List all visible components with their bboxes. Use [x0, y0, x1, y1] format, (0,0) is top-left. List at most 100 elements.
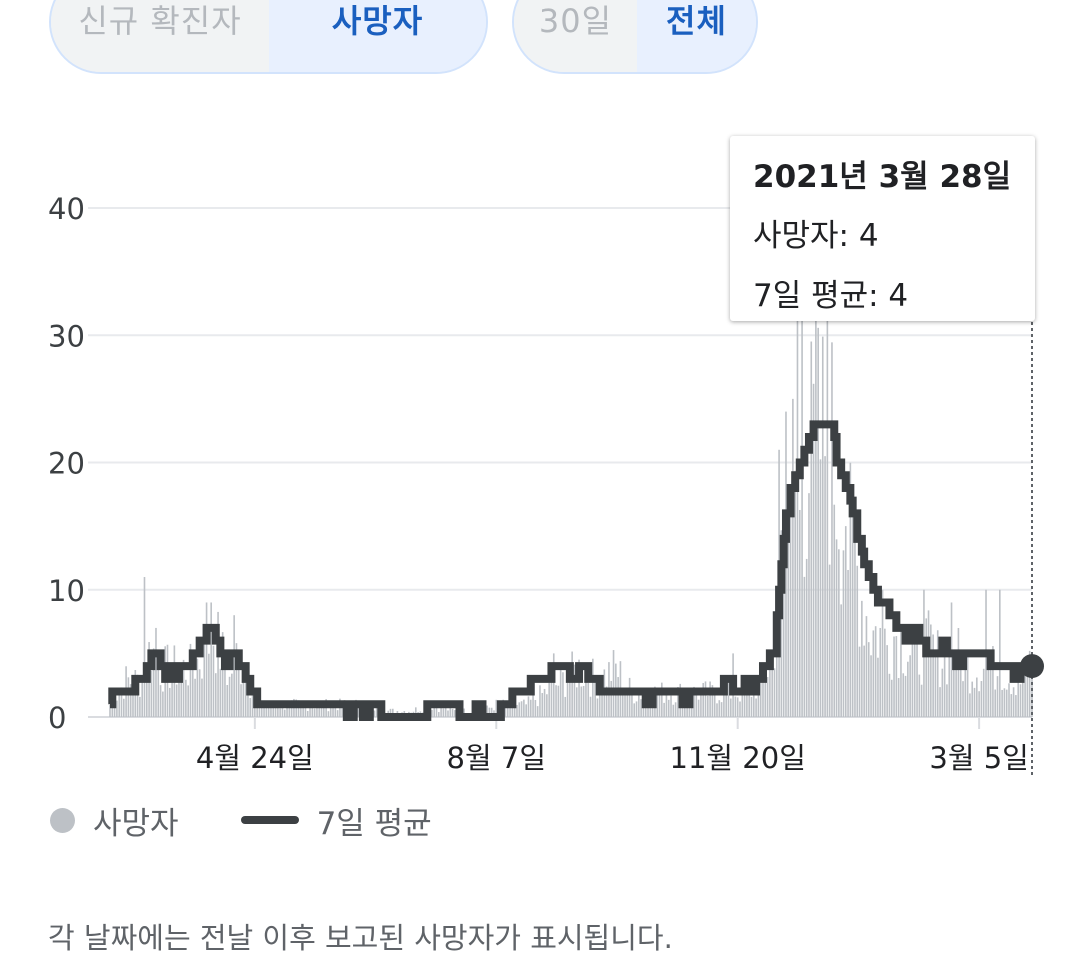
death-bar [601, 690, 603, 717]
death-bar [702, 682, 705, 717]
death-bar [670, 695, 672, 717]
y-tick-label: 30 [48, 319, 85, 353]
death-bar [548, 682, 550, 717]
death-bar [803, 576, 806, 717]
death-bar [856, 565, 859, 717]
death-bar [966, 654, 969, 717]
death-bar [621, 691, 624, 717]
death-bar [506, 705, 509, 717]
death-bar [955, 669, 957, 717]
death-bar [451, 708, 454, 717]
death-bar [667, 699, 670, 717]
death-bar [559, 668, 562, 717]
death-bar [219, 668, 222, 717]
death-bar [267, 705, 270, 717]
death-bar [208, 653, 210, 717]
metric-toggle: 신규 확진자 사망자 [49, 0, 488, 74]
death-bar [755, 698, 757, 717]
death-bar [649, 704, 652, 717]
death-bar [863, 645, 865, 717]
death-bar [893, 636, 895, 717]
tooltip-date: 2021년 3월 28일 [753, 159, 1012, 195]
death-bar [704, 681, 707, 717]
death-bar [277, 707, 279, 717]
death-bar [854, 540, 856, 717]
death-bar [311, 706, 314, 717]
death-bar [936, 630, 939, 717]
death-bar [953, 664, 955, 717]
death-bar [748, 687, 750, 717]
death-bar [964, 652, 967, 717]
death-bar [727, 680, 730, 717]
death-bar [495, 699, 498, 717]
death-bar [950, 602, 953, 717]
death-bar [585, 671, 587, 717]
death-bar [543, 688, 546, 717]
death-bar [263, 705, 265, 717]
death-bar [794, 470, 796, 717]
death-bar [888, 673, 891, 717]
death-bar [902, 673, 905, 717]
death-bar [943, 649, 946, 717]
range-30-days-option[interactable]: 30일 [514, 0, 637, 72]
death-bar [987, 666, 990, 717]
death-bar [116, 700, 118, 717]
death-bar [695, 693, 698, 717]
death-bar [1017, 681, 1020, 717]
y-tick-label: 40 [48, 192, 85, 226]
death-bar [534, 700, 537, 717]
death-bar [541, 693, 544, 717]
y-tick-label: 0 [48, 701, 66, 735]
death-bar [272, 705, 275, 717]
death-bar [824, 456, 826, 717]
death-bar [884, 628, 886, 717]
death-bar [449, 706, 452, 717]
death-bar [840, 604, 842, 717]
death-bar [989, 667, 992, 717]
death-bar [566, 682, 569, 717]
death-bar [677, 687, 679, 717]
death-bar [874, 626, 877, 717]
death-bar [594, 678, 596, 717]
death-bar [578, 659, 580, 717]
death-bar [221, 632, 224, 717]
death-bar [571, 651, 573, 717]
new-cases-option[interactable]: 신규 확진자 [51, 0, 269, 72]
death-bar [569, 676, 571, 717]
death-bar [976, 677, 978, 717]
death-bar [564, 696, 567, 717]
death-bar [651, 704, 654, 717]
death-bar [442, 708, 445, 717]
death-bar [300, 701, 302, 717]
death-bar [674, 702, 677, 717]
death-bar [152, 648, 155, 717]
y-tick-label: 10 [48, 574, 85, 608]
death-bar [516, 704, 518, 717]
death-bar [819, 459, 822, 717]
death-bar [573, 664, 576, 717]
death-bar [605, 686, 608, 717]
death-bar [316, 706, 318, 717]
death-bar [665, 695, 668, 717]
death-bar [826, 297, 829, 717]
death-bar [435, 707, 438, 717]
death-bar [454, 710, 456, 717]
death-bar [661, 682, 663, 717]
death-bar [433, 705, 435, 717]
death-bar [244, 671, 247, 717]
deaths-option[interactable]: 사망자 [269, 0, 486, 72]
death-bar [313, 708, 316, 717]
death-bar [304, 704, 307, 717]
death-bar [994, 689, 997, 717]
death-bar [527, 696, 530, 717]
death-bar [290, 700, 293, 717]
death-bar [693, 686, 695, 717]
death-bar [323, 707, 325, 717]
death-bar [1008, 683, 1010, 717]
death-bar [249, 698, 252, 717]
death-bar [656, 693, 659, 717]
death-bar [739, 701, 741, 717]
range-all-option[interactable]: 전체 [637, 0, 756, 72]
death-bar [306, 710, 309, 717]
